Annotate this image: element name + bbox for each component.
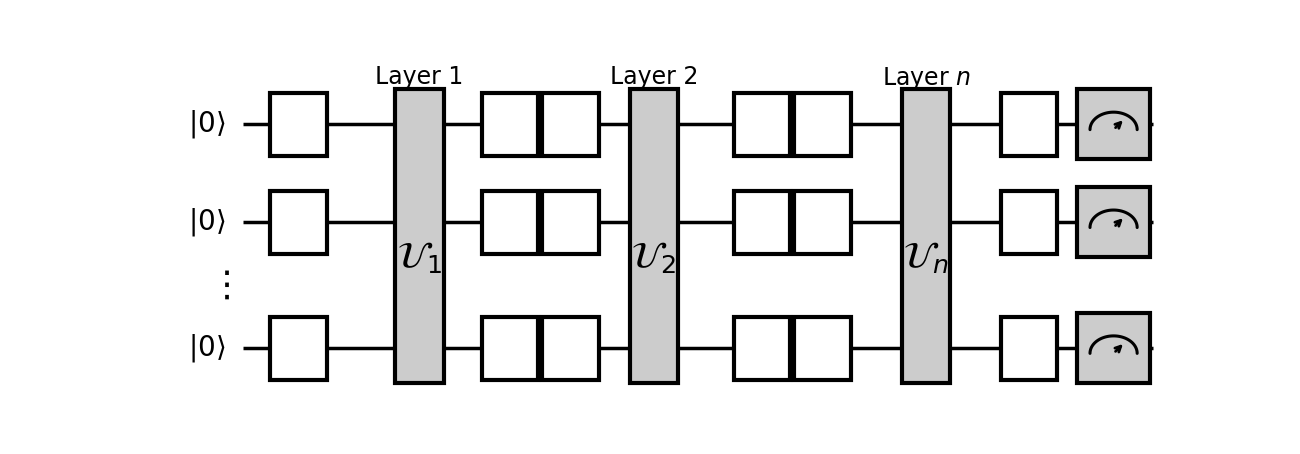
Bar (270, 317, 326, 380)
Text: Layer 1: Layer 1 (376, 65, 464, 89)
Bar (542, 93, 599, 156)
Bar (1078, 313, 1149, 383)
Text: $|0\rangle$: $|0\rangle$ (187, 206, 225, 238)
Bar (395, 89, 443, 383)
Text: $\mathcal{U}_n$: $\mathcal{U}_n$ (903, 240, 949, 275)
Bar (270, 191, 326, 254)
Bar (1001, 93, 1057, 156)
Bar (902, 89, 950, 383)
Bar (1078, 89, 1149, 159)
Bar (794, 317, 850, 380)
Text: $\vdots$: $\vdots$ (208, 268, 230, 302)
Text: Layer $n$: Layer $n$ (881, 65, 971, 92)
Bar (630, 89, 679, 383)
Text: $\mathcal{U}_1$: $\mathcal{U}_1$ (396, 240, 442, 275)
Bar (794, 191, 850, 254)
Bar (733, 191, 790, 254)
Bar (733, 317, 790, 380)
Text: $|0\rangle$: $|0\rangle$ (187, 332, 225, 364)
Bar (482, 191, 538, 254)
Bar (794, 93, 850, 156)
Text: $\mathcal{U}_2$: $\mathcal{U}_2$ (632, 240, 677, 275)
Bar (1001, 191, 1057, 254)
Bar (482, 317, 538, 380)
Bar (542, 317, 599, 380)
Bar (1001, 317, 1057, 380)
Bar (482, 93, 538, 156)
Text: $\cdots$: $\cdots$ (775, 205, 809, 239)
Text: Layer 2: Layer 2 (610, 65, 698, 89)
Bar (1078, 188, 1149, 257)
Bar (270, 93, 326, 156)
Bar (733, 93, 790, 156)
Bar (542, 191, 599, 254)
Text: $|0\rangle$: $|0\rangle$ (187, 109, 225, 140)
